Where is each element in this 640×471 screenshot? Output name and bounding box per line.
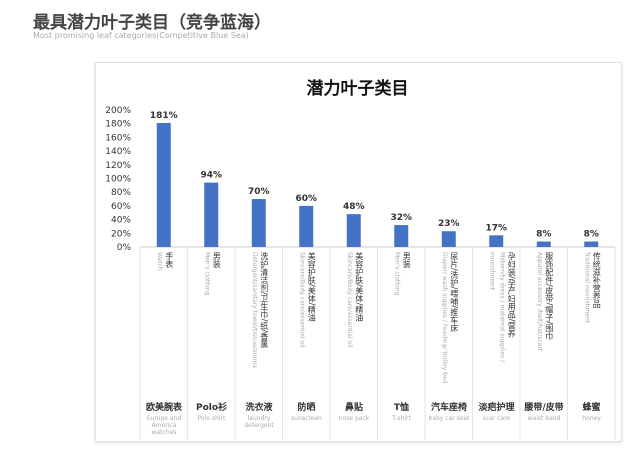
category-zh: 尿片/洗护/喂哺/推车床 [449, 252, 459, 333]
leaf-zh: T恤 [393, 403, 410, 413]
bar [346, 214, 361, 247]
chart-frame [95, 62, 622, 442]
data-label: 60% [295, 194, 317, 204]
category-zh: 男装 [212, 252, 222, 268]
leaf-en: sunscreen [291, 415, 322, 422]
leaf-label: 欧美腕表 Europe and America watches [140, 400, 188, 436]
category-zh: 传统滋补营养品 [592, 252, 602, 308]
leaf-en: Europe and America watches [146, 415, 182, 436]
leaf-label: 汽车座椅 baby car seat [425, 400, 473, 422]
leaf-en: scar care [482, 415, 511, 422]
bar [394, 225, 409, 247]
leaf-en: nose pack [338, 415, 370, 422]
data-label: 17% [485, 223, 507, 233]
leaf-label: 洗衣液 laundry detergent [235, 400, 283, 429]
category-en: Maternity dress / maternal supplies / no… [488, 252, 506, 363]
category-rotated-label: 男装 Men's clothing [201, 252, 221, 397]
page-subheading: Most promising leaf categories(Competiti… [33, 31, 249, 40]
y-tick-label: 40% [111, 216, 131, 226]
leaf-en: laundry detergent [244, 415, 274, 429]
leaf-zh: 汽车座椅 [430, 403, 467, 413]
y-tick-label: 100% [105, 175, 131, 185]
leaf-zh: 腰带/皮带 [524, 403, 564, 413]
category-rotated-label: 美容护肤/美体/精油 Skincare/Body care/essential o… [296, 252, 316, 397]
y-tick-label: 180% [105, 120, 131, 130]
leaf-zh: 蜂蜜 [582, 403, 601, 413]
category-en: Traditional nourishment [583, 252, 591, 324]
bar [204, 182, 219, 247]
leaf-en: T-shirt [392, 415, 411, 422]
bar [584, 241, 599, 247]
leaf-label: 腰带/皮带 waist band [520, 400, 568, 422]
category-en: Detergent/sanitary towel/tissue/aroma [250, 252, 258, 368]
leaf-label: 淡疤护理 scar care [473, 400, 521, 422]
category-zh: 男装 [402, 252, 412, 268]
bar [536, 241, 551, 247]
bar [156, 123, 171, 247]
category-rotated-label: 美容护肤/美体/精油 Skincare/Body care/essential o… [344, 252, 364, 397]
y-tick-label: 160% [105, 133, 131, 143]
chart-title: 潜力叶子类目 [306, 79, 409, 99]
leaf-zh: Polo衫 [195, 403, 228, 413]
category-en: Skincare/Body care/essential oil [345, 252, 353, 348]
category-zh: 洗护清洁剂/卫生巾/纸/香薰 [259, 252, 269, 349]
category-en: Men's clothing [203, 252, 211, 296]
category-en: Diaper/ wash supplies / Feeding/ trolley… [440, 252, 448, 384]
leaf-label: 防晒 sunscreen [283, 400, 331, 422]
data-label: 8% [536, 230, 551, 240]
bar [489, 235, 504, 247]
y-tick-label: 120% [105, 161, 131, 171]
bar [299, 205, 314, 247]
category-rotated-label: 手表 Watch [154, 252, 174, 397]
leaf-en: baby car seat [428, 415, 470, 422]
leaf-zh: 防晒 [297, 403, 316, 413]
y-tick-label: 140% [105, 147, 131, 157]
category-zh: 孕妇装/孕产妇用品/营养 [507, 252, 517, 338]
y-tick-label: 20% [111, 229, 131, 239]
y-tick-label: 200% [105, 106, 131, 116]
category-rotated-label: 男装 Men's clothing [391, 252, 411, 397]
data-label: 32% [390, 213, 412, 223]
leaf-en: Polo shirt [197, 415, 226, 422]
leaf-en: waist band [527, 415, 561, 422]
category-en: Watch [155, 252, 163, 271]
leaf-label: Polo衫 Polo shirt [188, 400, 236, 422]
data-label: 23% [438, 219, 460, 229]
category-rotated-label: 服饰配件/皮带/帽子/围巾 Apparel accessory /belt/hat… [534, 252, 554, 397]
y-tick-label: 0% [117, 243, 132, 253]
page-heading: 最具潜力叶子类目（竞争蓝海） [33, 13, 271, 33]
category-en: Men's clothing [393, 252, 401, 296]
leaf-en: honey [582, 415, 601, 422]
leaf-label: 鼻贴 nose pack [330, 400, 378, 422]
category-rotated-label: 洗护清洁剂/卫生巾/纸/香薰 Detergent/sanitary towel/t… [249, 252, 269, 397]
data-label: 70% [248, 187, 270, 197]
category-zh: 服饰配件/皮带/帽子/围巾 [544, 252, 554, 341]
bar [251, 199, 266, 247]
category-en: Apparel accessory /belt/hat/scarf [535, 252, 543, 351]
category-zh: 美容护肤/美体/精油 [307, 252, 317, 322]
bar [441, 231, 456, 247]
y-tick-label: 60% [111, 202, 131, 212]
leaf-label: T恤 T-shirt [378, 400, 426, 422]
category-rotated-label: 传统滋补营养品 Traditional nourishment [581, 252, 601, 397]
data-label: 8% [584, 230, 599, 240]
data-label: 94% [200, 171, 222, 181]
category-zh: 美容护肤/美体/精油 [354, 252, 364, 322]
leaf-zh: 欧美腕表 [145, 403, 182, 413]
leaf-zh: 鼻贴 [344, 403, 363, 413]
category-rotated-label: 尿片/洗护/喂哺/推车床 Diaper/ wash supplies / Feed… [439, 252, 459, 397]
category-en: Skincare/Body care/essential oil [298, 252, 306, 348]
category-zh: 手表 [164, 252, 174, 268]
y-tick-label: 80% [111, 188, 131, 198]
leaf-zh: 淡疤护理 [478, 403, 515, 413]
data-label: 48% [343, 202, 365, 212]
leaf-zh: 洗衣液 [245, 403, 273, 413]
data-label: 181% [150, 111, 178, 121]
category-rotated-label: 孕妇装/孕产妇用品/营养 Maternity dress / maternal s… [486, 252, 516, 397]
leaf-label: 蜂蜜 honey [568, 400, 616, 422]
